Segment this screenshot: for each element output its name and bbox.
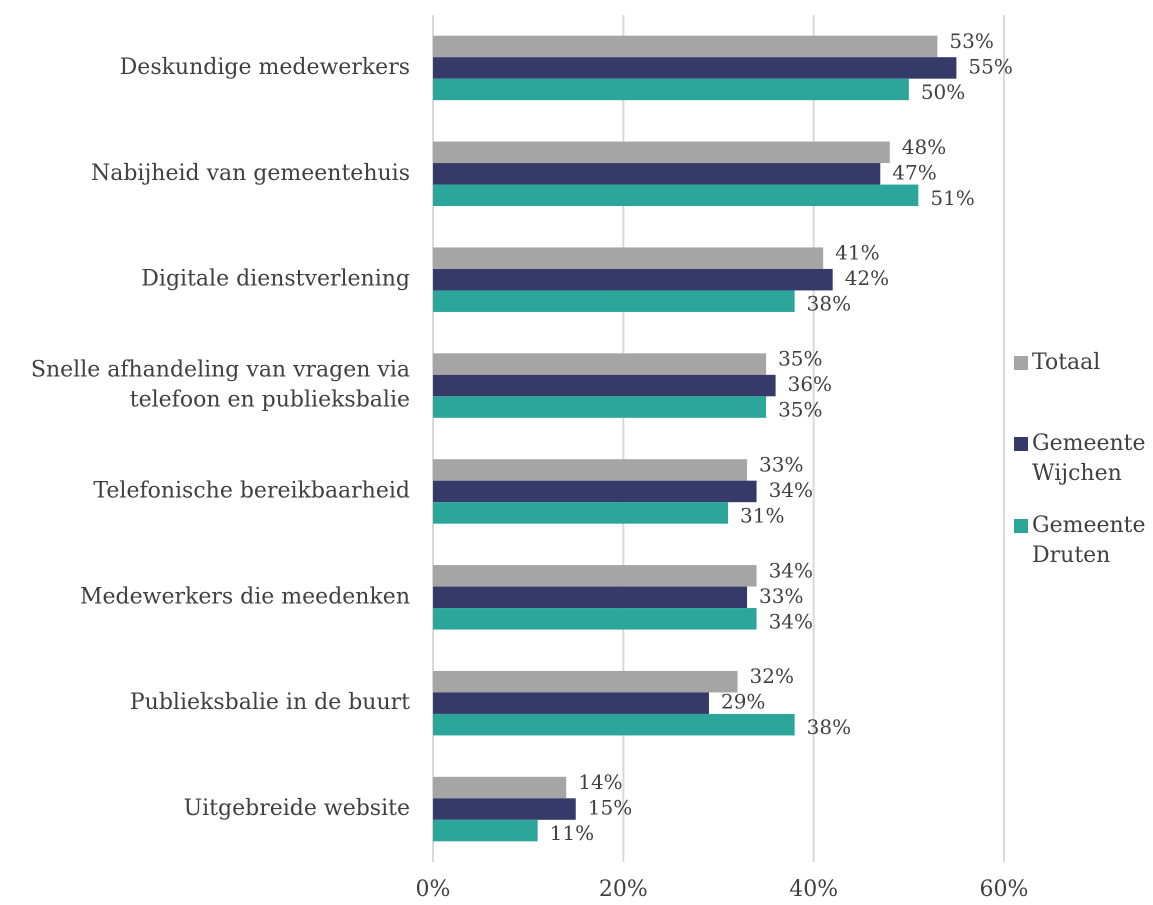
data-label: 11%: [550, 821, 594, 845]
bar: [433, 184, 919, 207]
data-label: 33%: [759, 584, 803, 608]
data-label: 55%: [968, 54, 1012, 78]
bar: [433, 396, 767, 418]
x-tick-label: 20%: [599, 877, 648, 902]
category-label: Medewerkers die meedenken: [80, 584, 410, 609]
data-label: 14%: [578, 770, 622, 794]
x-tick-label: 60%: [980, 877, 1029, 902]
bar: [433, 798, 576, 820]
data-label: 33%: [759, 452, 803, 476]
bar: [433, 565, 757, 587]
bar: [433, 819, 538, 842]
bar: [433, 268, 833, 291]
data-label: 34%: [769, 609, 813, 633]
bar: [433, 776, 567, 799]
legend-swatch: [1014, 519, 1028, 533]
bar: [433, 353, 767, 375]
category-label: Deskundige medewerkers: [120, 55, 410, 80]
data-label: 48%: [902, 135, 946, 159]
bar: [433, 586, 748, 609]
x-tick-label: 0%: [416, 877, 451, 902]
data-label: 50%: [921, 80, 965, 104]
legend-label: Totaal: [1032, 350, 1100, 375]
bar: [433, 163, 881, 185]
bar: [433, 480, 757, 503]
legend-swatch: [1014, 437, 1028, 451]
category-label: Publieksbalie in de buurt: [130, 690, 410, 715]
data-label: 34%: [769, 478, 813, 502]
bar: [433, 459, 748, 481]
category-label: Nabijheid van gemeentehuis: [91, 161, 410, 186]
category-label: Uitgebreide website: [184, 796, 410, 821]
data-label: 42%: [845, 266, 889, 290]
bar: [433, 670, 738, 693]
data-label: 32%: [750, 664, 794, 688]
data-label: 36%: [788, 372, 832, 396]
bar: [433, 374, 776, 397]
bar: [433, 141, 890, 164]
data-label: 35%: [778, 398, 822, 422]
x-tick-label: 40%: [789, 877, 838, 902]
data-label: 38%: [807, 292, 851, 316]
bar: [433, 692, 709, 714]
legend-label: Gemeente Druten: [1032, 513, 1146, 568]
data-label: 47%: [892, 160, 936, 184]
bar: [433, 502, 729, 524]
bar: [433, 35, 938, 58]
bar: [433, 608, 757, 630]
data-label: 34%: [769, 558, 813, 582]
data-label: 31%: [740, 503, 784, 527]
data-label: 41%: [835, 241, 879, 265]
bar: [433, 290, 795, 312]
data-label: 35%: [778, 347, 822, 371]
category-label: Snelle afhandeling van vragen via telefoo…: [31, 358, 410, 413]
category-label: Telefonische bereikbaarheid: [93, 478, 410, 503]
data-label: 29%: [721, 690, 765, 714]
data-label: 51%: [930, 186, 974, 210]
bar: [433, 78, 909, 101]
legend-swatch: [1014, 356, 1028, 370]
bar: [433, 57, 957, 79]
legend-label: Gemeente Wijchen: [1032, 431, 1146, 486]
bar: [433, 713, 795, 736]
data-label: 38%: [807, 715, 851, 739]
category-label: Digitale dienstverlening: [141, 267, 410, 292]
data-label: 15%: [588, 796, 632, 820]
bar: [433, 247, 824, 269]
data-label: 53%: [949, 29, 993, 53]
